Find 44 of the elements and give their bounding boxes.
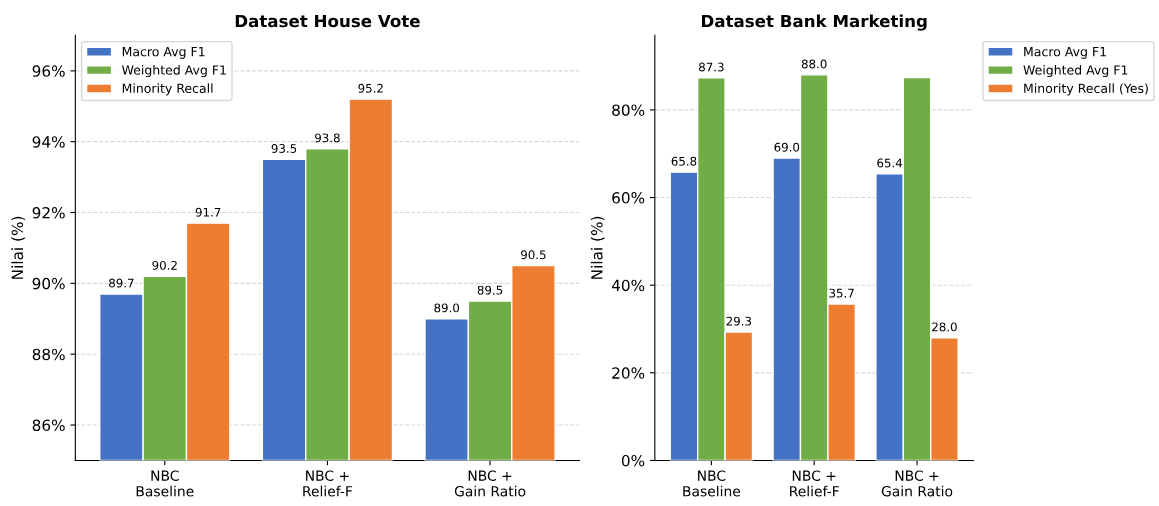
y-tick-label: 86% [32, 419, 65, 432]
chart-title: Dataset House Vote [235, 14, 420, 28]
legend-label: Weighted Avg F1 [1023, 65, 1128, 78]
legend-label: Minority Recall [122, 83, 213, 96]
x-tick-label: NBC Baseline [683, 470, 741, 497]
data-label: 65.8 [671, 156, 697, 166]
x-tick-label: NBC + Relief-F [303, 470, 353, 497]
x-tick-label: NBC + Gain Ratio [454, 470, 526, 497]
y-tick-label: 90% [32, 277, 65, 290]
data-label: 93.5 [271, 144, 297, 153]
x-tick-label: NBC Baseline [136, 470, 194, 497]
data-label: 88.0 [801, 59, 827, 69]
data-label: 93.8 [315, 133, 340, 143]
y-tick-label: 80% [612, 104, 645, 116]
y-tick-label: 0% [621, 454, 645, 467]
data-label: 89.0 [434, 303, 460, 313]
data-label: 89.7 [109, 278, 134, 288]
y-tick-label: 60% [612, 192, 645, 204]
data-label: 65.4 [877, 158, 903, 168]
y-tick-label: 40% [611, 279, 645, 292]
data-label: 28.0 [932, 322, 957, 332]
chart-title: Dataset Bank Marketing [702, 14, 927, 31]
data-label: 87.3 [699, 62, 724, 72]
x-tick-label: NBC + Relief-F [790, 470, 839, 497]
legend-label: Macro Avg F1 [122, 47, 205, 59]
legend-label: Macro Avg F1 [1024, 47, 1106, 59]
legend-label: Weighted Avg F1 [122, 65, 226, 78]
y-axis-title: Nilai (%) [590, 216, 605, 279]
y-axis-title: Nilai (%) [11, 216, 25, 279]
y-tick-label: 96% [32, 65, 65, 77]
data-label: 29.3 [726, 316, 751, 326]
y-tick-label: 88% [32, 348, 65, 361]
data-label: 91.7 [195, 207, 221, 217]
legend-label: Minority Recall (Yes) [1024, 83, 1148, 96]
data-label: 69.0 [774, 142, 800, 152]
y-tick-label: 94% [32, 136, 65, 148]
data-label: 35.7 [829, 288, 854, 298]
data-label: 95.2 [358, 83, 383, 93]
y-tick-label: 92% [32, 206, 65, 219]
data-label: 90.2 [152, 260, 177, 270]
x-tick-label: NBC + Gain Ratio [881, 470, 953, 497]
data-label: 90.5 [521, 250, 546, 260]
data-label: 89.5 [477, 285, 503, 295]
y-tick-label: 20% [612, 367, 645, 379]
